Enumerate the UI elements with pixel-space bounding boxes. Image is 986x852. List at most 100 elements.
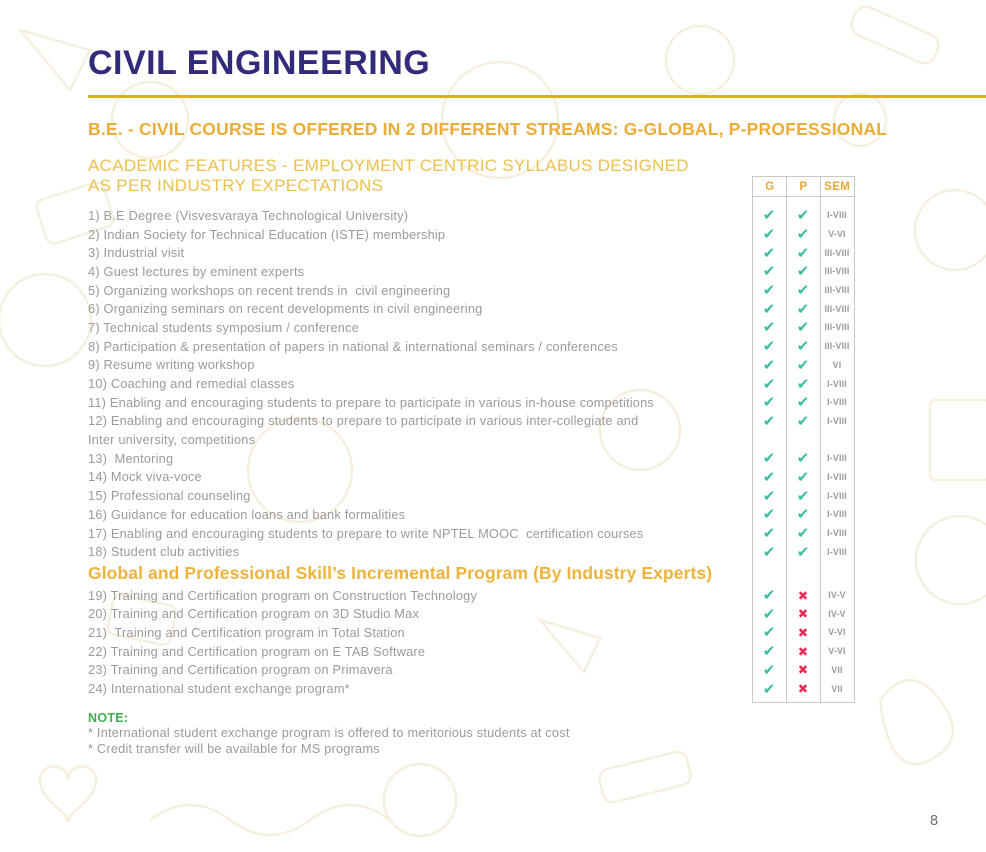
sem-value: I-VIII bbox=[827, 471, 847, 482]
check-icon: ✔ bbox=[762, 586, 776, 605]
p-cell: ✖ bbox=[786, 625, 820, 640]
g-cell: ✔ bbox=[752, 356, 786, 374]
list-item: 4) Guest lectures by eminent experts bbox=[88, 263, 305, 279]
g-cell: ✔ bbox=[752, 543, 786, 561]
p-cell: ✔ bbox=[786, 505, 820, 523]
list-item: 1) B.E Degree (Visvesvaraya Technologica… bbox=[88, 207, 409, 223]
p-cell: ✔ bbox=[786, 281, 820, 299]
check-icon: ✔ bbox=[762, 604, 776, 623]
list-row: 21) Training and Certification program i… bbox=[88, 623, 854, 642]
features-heading: ACADEMIC FEATURES - EMPLOYMENT CENTRIC S… bbox=[88, 156, 748, 196]
p-cell: ✔ bbox=[786, 262, 820, 280]
g-cell: ✔ bbox=[752, 468, 786, 486]
note-line: * International student exchange program… bbox=[88, 725, 570, 740]
page-title: CIVIL ENGINEERING bbox=[88, 44, 431, 82]
list-item: 18) Student club activities bbox=[88, 544, 240, 560]
check-icon: ✔ bbox=[762, 679, 776, 698]
sem-value: III-VIII bbox=[824, 247, 850, 258]
sem-value: III-VIII bbox=[824, 303, 850, 314]
g-cell: ✔ bbox=[752, 449, 786, 467]
list-row: 3) Industrial visit ✔ ✔ III-VIII bbox=[88, 243, 854, 262]
list-row: 12) Enabling and encouraging students to… bbox=[88, 412, 854, 431]
sem-cell: III-VIII bbox=[820, 341, 854, 351]
sem-value: III-VIII bbox=[824, 266, 850, 277]
g-cell: ✔ bbox=[752, 505, 786, 523]
check-icon: ✔ bbox=[762, 524, 776, 543]
p-cell: ✖ bbox=[786, 681, 820, 696]
check-icon: ✔ bbox=[762, 393, 776, 412]
g-cell: ✔ bbox=[752, 262, 786, 280]
section-heading-row: Global and Professional Skill’s Incremen… bbox=[88, 561, 854, 586]
p-cell: ✔ bbox=[786, 449, 820, 467]
list-row: 5) Organizing workshops on recent trends… bbox=[88, 281, 854, 300]
list-row: 8) Participation & presentation of paper… bbox=[88, 337, 854, 356]
check-icon: ✔ bbox=[762, 449, 776, 468]
list-item: 6) Organizing seminars on recent develop… bbox=[88, 301, 483, 317]
list-item: 11) Enabling and encouraging students to… bbox=[88, 394, 655, 410]
cross-icon: ✖ bbox=[797, 624, 809, 640]
cross-icon: ✖ bbox=[797, 681, 809, 697]
list-row: 4) Guest lectures by eminent experts ✔ ✔ II… bbox=[88, 262, 854, 281]
p-cell: ✖ bbox=[786, 662, 820, 677]
list-item: 3) Industrial visit bbox=[88, 245, 185, 261]
list-item: 22) Training and Certification program o… bbox=[88, 643, 426, 659]
p-cell: ✔ bbox=[786, 412, 820, 430]
list-item: 14) Mock viva-voce bbox=[88, 469, 202, 485]
list-item: 19) Training and Certification program o… bbox=[88, 587, 478, 603]
sem-cell: V-VI bbox=[820, 646, 854, 656]
sem-value: I-VIII bbox=[827, 210, 847, 221]
p-cell: ✔ bbox=[786, 244, 820, 262]
page-number: 8 bbox=[930, 813, 939, 829]
list-row: 19) Training and Certification program o… bbox=[88, 586, 854, 605]
list-row: 24) International student exchange progr… bbox=[88, 679, 854, 698]
list-item: 2) Indian Society for Technical Educatio… bbox=[88, 226, 446, 242]
divider-rule bbox=[88, 95, 986, 98]
sem-value: I-VIII bbox=[827, 546, 847, 557]
list-item: 20) Training and Certification program o… bbox=[88, 606, 420, 622]
sem-value: III-VIII bbox=[824, 341, 850, 352]
check-icon: ✔ bbox=[762, 542, 776, 561]
check-icon: ✔ bbox=[796, 467, 810, 486]
sem-cell: I-VIII bbox=[820, 491, 854, 501]
check-icon: ✔ bbox=[796, 505, 810, 524]
sem-value: V-VI bbox=[828, 627, 846, 638]
g-cell: ✔ bbox=[752, 375, 786, 393]
cross-icon: ✖ bbox=[797, 662, 809, 678]
check-icon: ✔ bbox=[762, 623, 776, 642]
check-icon: ✔ bbox=[796, 281, 810, 300]
sem-value: I-VIII bbox=[827, 453, 847, 464]
list-item: 21) Training and Certification program i… bbox=[88, 624, 405, 640]
list-row: 23) Training and Certification program o… bbox=[88, 661, 854, 680]
features-heading-line1: ACADEMIC FEATURES - EMPLOYMENT CENTRIC S… bbox=[88, 156, 689, 175]
list-row: 6) Organizing seminars on recent develop… bbox=[88, 299, 854, 318]
p-cell: ✖ bbox=[786, 588, 820, 603]
list-item: 12) Enabling and encouraging students to… bbox=[88, 413, 639, 429]
check-icon: ✔ bbox=[796, 542, 810, 561]
check-icon: ✔ bbox=[762, 642, 776, 661]
sem-cell: I-VIII bbox=[820, 528, 854, 538]
note-block: NOTE: * International student exchange p… bbox=[88, 711, 688, 756]
sem-cell: III-VIII bbox=[820, 266, 854, 276]
sem-cell: III-VIII bbox=[820, 248, 854, 258]
sem-value: V-VI bbox=[828, 646, 846, 657]
g-cell: ✔ bbox=[752, 300, 786, 318]
list-row: 11) Enabling and encouraging students to… bbox=[88, 393, 854, 412]
list-row: 14) Mock viva-voce ✔ ✔ I-VIII bbox=[88, 468, 854, 487]
stream-heading: B.E. - CIVIL COURSE IS OFFERED IN 2 DIFF… bbox=[88, 119, 888, 139]
check-icon: ✔ bbox=[762, 486, 776, 505]
check-icon: ✔ bbox=[796, 374, 810, 393]
p-cell: ✔ bbox=[786, 300, 820, 318]
list-row: 13) Mentoring ✔ ✔ I-VIII bbox=[88, 449, 854, 468]
list-item: 9) Resume writing workshop bbox=[88, 357, 255, 373]
list-row: 17) Enabling and encouraging students to… bbox=[88, 524, 854, 543]
g-cell: ✔ bbox=[752, 281, 786, 299]
check-icon: ✔ bbox=[762, 299, 776, 318]
sem-cell: I-VIII bbox=[820, 453, 854, 463]
check-icon: ✔ bbox=[762, 262, 776, 281]
g-cell: ✔ bbox=[752, 661, 786, 679]
check-icon: ✔ bbox=[796, 225, 810, 244]
g-cell: ✔ bbox=[752, 244, 786, 262]
check-icon: ✔ bbox=[796, 411, 810, 430]
